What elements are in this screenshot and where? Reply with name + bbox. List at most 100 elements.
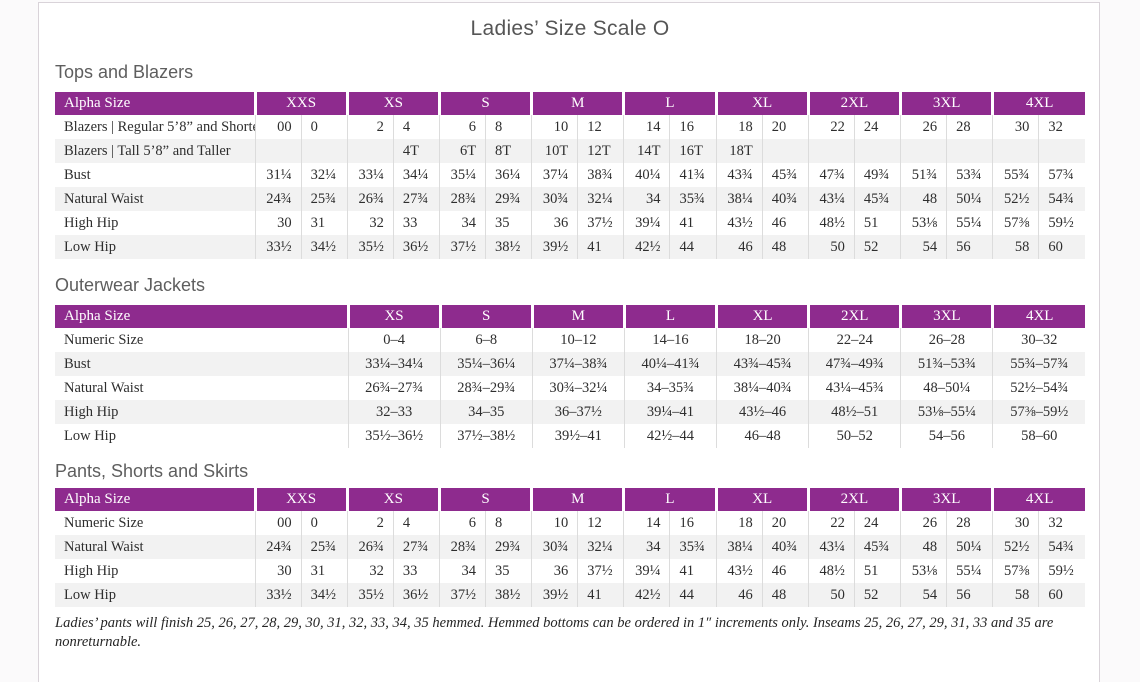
measurement-cell: 25¾ bbox=[300, 535, 348, 559]
header-row: Alpha Size XS S M L XL 2XL 3XL 4XL bbox=[55, 305, 1085, 328]
size-column-header: XS bbox=[345, 92, 440, 115]
measurement-cell: 27¾ bbox=[392, 187, 440, 211]
row-label: High Hip bbox=[64, 214, 119, 231]
measurement-cell: 35 bbox=[485, 211, 532, 235]
measurement-cell: 36 bbox=[531, 559, 578, 583]
row-label: Natural Waist bbox=[55, 187, 255, 211]
row-label: Bust bbox=[55, 352, 348, 376]
measurement-cell: 39¼–41 bbox=[623, 400, 717, 424]
measurement-cell: 10 bbox=[531, 511, 578, 535]
size-column-header: 3XL bbox=[899, 488, 993, 511]
measurement-cell: 59½ bbox=[1038, 211, 1085, 235]
measurement-cell: 6 bbox=[438, 115, 486, 139]
size-column-header: 2XL bbox=[806, 488, 901, 511]
measurement-cell: 10T bbox=[531, 139, 578, 163]
measurement-cell: 41 bbox=[577, 235, 624, 259]
measurement-cell: 32–33 bbox=[347, 400, 441, 424]
measurement-cell: 43½ bbox=[715, 559, 763, 583]
footnote: Ladies’ pants will finish 25, 26, 27, 28… bbox=[55, 615, 1054, 650]
row-label: Natural Waist bbox=[55, 535, 255, 559]
row-label: Natural Waist bbox=[64, 379, 144, 396]
measurement-cell: 34–35 bbox=[439, 400, 533, 424]
measurement-cell: 34½ bbox=[300, 235, 348, 259]
size-column-header: M bbox=[530, 488, 624, 511]
measurement-cell: 16 bbox=[669, 115, 717, 139]
measurement-cell: 0 bbox=[300, 115, 348, 139]
measurement-cell: 46 bbox=[761, 559, 809, 583]
size-column-header: XXS bbox=[253, 488, 348, 511]
measurement-cell: 41 bbox=[577, 583, 624, 607]
size-table-outerwear-jackets: Alpha Size XS S M L XL 2XL 3XL 4XL Numeric Size 0–… bbox=[55, 305, 1085, 448]
measurement-cell: 37½ bbox=[577, 559, 624, 583]
measurement-cell: 38¾ bbox=[577, 163, 624, 187]
section-tops-and-blazers: Tops and Blazers Alpha Size XXS XS S M L XL 2XL… bbox=[55, 61, 1085, 259]
measurement-cell: 43½–46 bbox=[715, 400, 809, 424]
size-table-pants-shorts-skirts: Alpha Size XXS XS S M L XL 2XL 3XL 4XL Numeric Siz… bbox=[55, 488, 1085, 607]
measurement-cell: 43¾–45¾ bbox=[715, 352, 809, 376]
measurement-cell: 59½ bbox=[1038, 559, 1085, 583]
measurement-cell: 33¼ bbox=[346, 163, 394, 187]
measurement-cell: 8 bbox=[485, 511, 532, 535]
measurement-cell: 39¼ bbox=[623, 211, 670, 235]
measurement-cell: 29¾ bbox=[485, 187, 532, 211]
table-row: Numeric Size 0–4 6–8 10–12 14–16 18–20 22–24 26… bbox=[55, 328, 1085, 352]
size-column-header: S bbox=[437, 488, 532, 511]
measurement-cell: 54 bbox=[900, 235, 947, 259]
measurement-cell: 49¾ bbox=[853, 163, 901, 187]
measurement-cell: 34–35¾ bbox=[623, 376, 717, 400]
measurement-cell: 22 bbox=[807, 115, 855, 139]
measurement-cell bbox=[761, 139, 809, 163]
measurement-cell: 41 bbox=[669, 211, 717, 235]
measurement-cell: 38¼ bbox=[715, 535, 763, 559]
table-row: Blazers | Regular 5’8” and Shorter 00 0 2 4 6… bbox=[55, 115, 1085, 139]
measurement-cell: 31¼ bbox=[254, 163, 302, 187]
measurement-cell: 42½ bbox=[623, 235, 670, 259]
measurement-cell: 37¼–38¾ bbox=[531, 352, 625, 376]
measurement-cell: 34 bbox=[623, 535, 670, 559]
measurement-cell: 56 bbox=[946, 235, 993, 259]
measurement-cell: 33 bbox=[392, 211, 440, 235]
measurement-cell: 43¾ bbox=[715, 163, 763, 187]
measurement-cell: 48½ bbox=[807, 559, 855, 583]
measurement-cell: 47¾ bbox=[807, 163, 855, 187]
section-heading: Outerwear Jackets bbox=[55, 275, 206, 295]
measurement-cell: 31 bbox=[300, 211, 348, 235]
measurement-cell: 36 bbox=[531, 211, 578, 235]
measurement-cell: 47¾–49¾ bbox=[808, 352, 901, 376]
measurement-cell: 28¾ bbox=[438, 535, 486, 559]
measurement-cell: 0–4 bbox=[347, 328, 441, 352]
measurement-cell: 30 bbox=[254, 559, 302, 583]
table-row: Natural Waist 26¾–27¾ 28¾–29¾ 30¾–32¼ 34–35¾… bbox=[55, 376, 1085, 400]
measurement-cell: 48½–51 bbox=[808, 400, 901, 424]
measurement-cell: 33 bbox=[392, 559, 440, 583]
measurement-cell bbox=[900, 139, 947, 163]
measurement-cell: 33½ bbox=[254, 235, 302, 259]
measurement-cell: 8T bbox=[485, 139, 532, 163]
measurement-cell: 30–32 bbox=[992, 328, 1085, 352]
measurement-cell: 38½ bbox=[485, 235, 532, 259]
measurement-cell: 6 bbox=[438, 511, 486, 535]
size-column-header: 2XL bbox=[806, 92, 901, 115]
label-column-header: Alpha Size bbox=[55, 92, 255, 115]
measurement-cell: 18 bbox=[715, 511, 763, 535]
measurement-cell: 18T bbox=[715, 139, 763, 163]
row-label: High Hip bbox=[64, 562, 119, 579]
measurement-cell: 55¾ bbox=[992, 163, 1039, 187]
row-label: Bust bbox=[64, 166, 91, 183]
measurement-cell: 34 bbox=[438, 559, 486, 583]
measurement-cell: 57⅜ bbox=[992, 211, 1039, 235]
measurement-cell: 32¼ bbox=[577, 187, 624, 211]
measurement-cell: 40¼–41¾ bbox=[623, 352, 717, 376]
label-column-header: Alpha Size bbox=[55, 488, 255, 511]
measurement-cell: 48 bbox=[761, 235, 809, 259]
size-column-header: XL bbox=[714, 305, 809, 328]
measurement-cell: 55¾–57¾ bbox=[992, 352, 1085, 376]
measurement-cell: 39½–41 bbox=[531, 424, 625, 448]
measurement-cell: 58–60 bbox=[992, 424, 1085, 448]
measurement-cell: 34 bbox=[438, 211, 486, 235]
measurement-cell: 14–16 bbox=[623, 328, 717, 352]
table-row: High Hip 32–33 34–35 36–37½ 39¼–41 43½–46 48½–… bbox=[55, 400, 1085, 424]
measurement-cell: 14 bbox=[623, 115, 670, 139]
size-column-header: S bbox=[437, 92, 532, 115]
row-label: Blazers | Regular 5’8” and Shorter bbox=[64, 118, 255, 135]
